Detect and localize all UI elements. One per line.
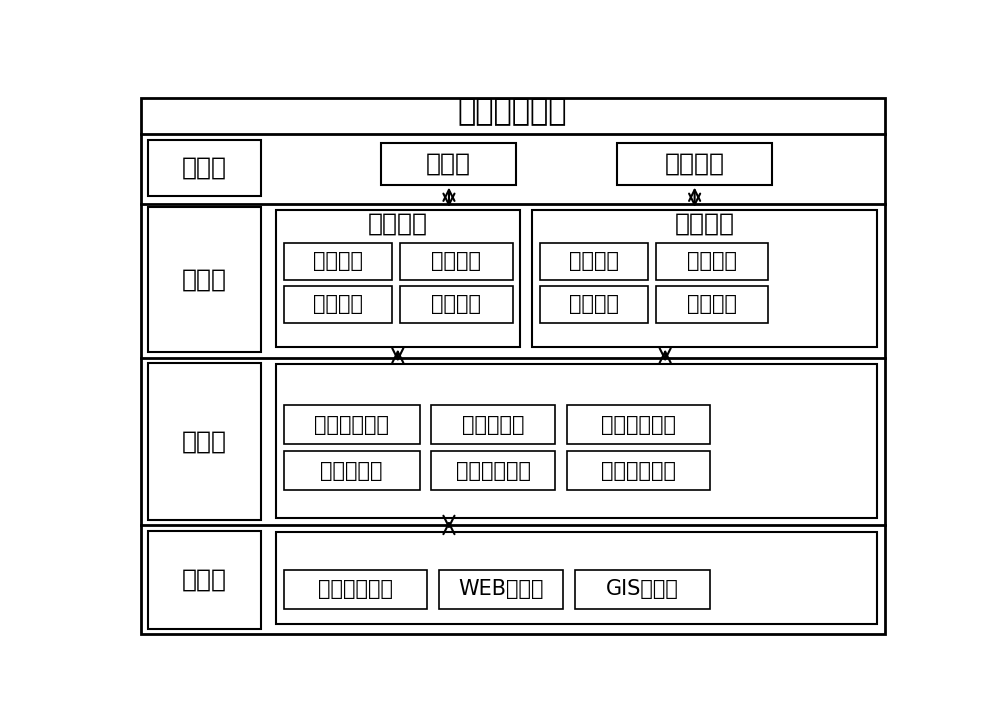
Text: 数据分析服务: 数据分析服务 bbox=[601, 460, 676, 481]
Text: 维护日志: 维护日志 bbox=[569, 294, 619, 315]
Text: 管理员: 管理员 bbox=[426, 152, 471, 175]
Bar bbox=[656, 286, 768, 323]
Bar bbox=[431, 405, 555, 444]
Text: 可视化服务: 可视化服务 bbox=[462, 415, 524, 435]
Bar bbox=[567, 405, 710, 444]
Bar bbox=[656, 244, 768, 280]
Bar bbox=[532, 210, 877, 347]
Text: 资源管理: 资源管理 bbox=[431, 252, 481, 271]
Text: WEB服务器: WEB服务器 bbox=[458, 579, 544, 600]
Bar bbox=[540, 286, 648, 323]
Bar bbox=[574, 570, 710, 609]
Text: 用户层: 用户层 bbox=[182, 156, 227, 180]
Text: 运维管理服务: 运维管理服务 bbox=[314, 415, 389, 435]
Text: 开发者服务: 开发者服务 bbox=[320, 460, 383, 481]
Bar bbox=[276, 365, 877, 518]
Bar bbox=[284, 286, 392, 323]
Text: 普通用户: 普通用户 bbox=[665, 152, 725, 175]
Bar bbox=[431, 451, 555, 490]
Bar bbox=[567, 451, 710, 490]
Text: 深度学习服务: 深度学习服务 bbox=[456, 460, 531, 481]
Text: 设备管理: 设备管理 bbox=[674, 212, 734, 236]
Bar bbox=[617, 143, 772, 185]
Text: 设备配置: 设备配置 bbox=[569, 252, 619, 271]
Text: 系统管理: 系统管理 bbox=[368, 212, 428, 236]
Text: 访问控制: 访问控制 bbox=[313, 252, 363, 271]
Text: 数据库服务器: 数据库服务器 bbox=[318, 579, 393, 600]
Bar bbox=[540, 244, 648, 280]
Bar bbox=[276, 532, 877, 624]
Text: 应用层: 应用层 bbox=[182, 268, 227, 291]
Text: 智能报警服务: 智能报警服务 bbox=[601, 415, 676, 435]
Text: 服务层: 服务层 bbox=[182, 429, 227, 454]
Bar bbox=[284, 405, 420, 444]
Text: 应用编辑: 应用编辑 bbox=[431, 294, 481, 315]
Text: GIS服务器: GIS服务器 bbox=[606, 579, 679, 600]
Bar bbox=[284, 244, 392, 280]
Bar bbox=[148, 531, 261, 629]
Bar bbox=[284, 570, 427, 609]
Bar bbox=[148, 140, 261, 196]
Text: 应用开发: 应用开发 bbox=[313, 294, 363, 315]
Bar bbox=[276, 210, 520, 347]
Bar bbox=[148, 207, 261, 352]
Text: 设备增删: 设备增删 bbox=[687, 252, 737, 271]
Bar bbox=[148, 363, 261, 520]
Text: 告警日志: 告警日志 bbox=[687, 294, 737, 315]
Bar bbox=[284, 451, 420, 490]
Bar bbox=[439, 570, 563, 609]
Text: 数据层: 数据层 bbox=[182, 568, 227, 592]
Bar bbox=[381, 143, 516, 185]
Bar bbox=[400, 244, 512, 280]
Bar bbox=[400, 286, 512, 323]
Text: 智能服务平台: 智能服务平台 bbox=[458, 98, 567, 127]
